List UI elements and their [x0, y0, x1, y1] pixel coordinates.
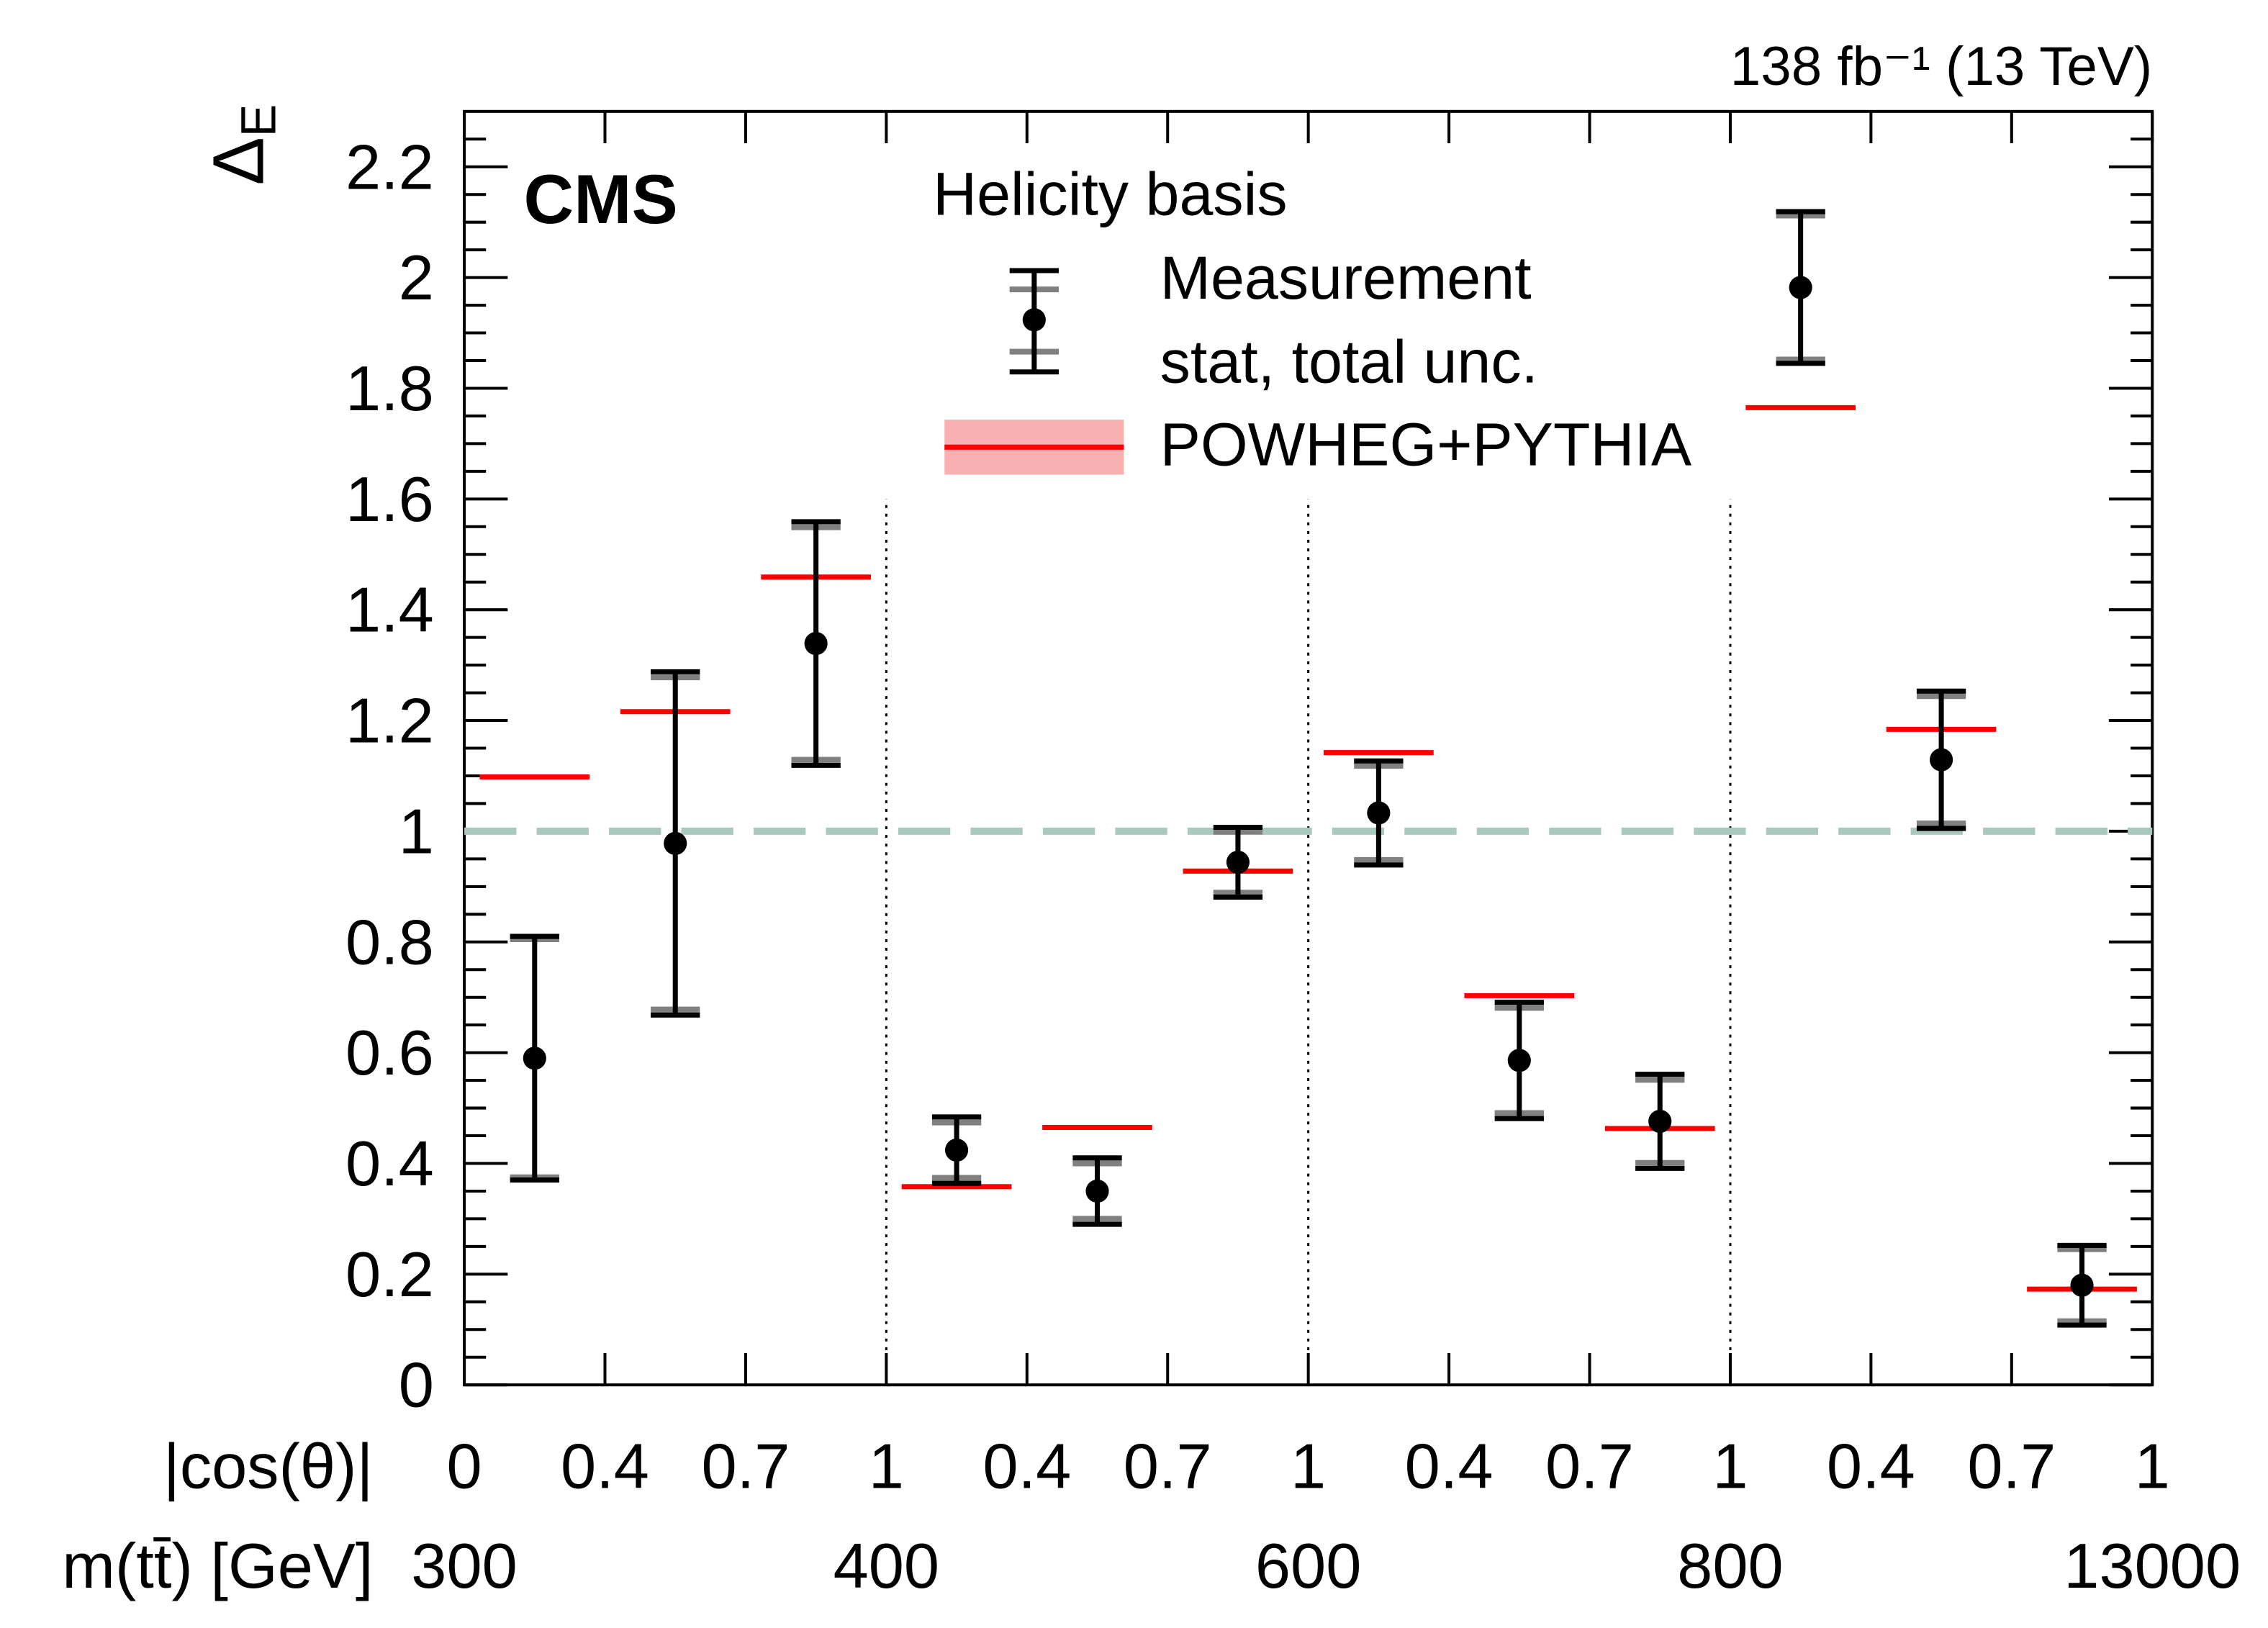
y-tick-label: 1.4: [345, 574, 434, 646]
y-tick-label: 0.2: [345, 1239, 434, 1310]
x-tick-label-mass: 13000: [2064, 1530, 2241, 1601]
legend-point: [1022, 308, 1046, 332]
x-tick-label-cos: 0.7: [1967, 1430, 2056, 1501]
y-tick-label: 1: [399, 795, 434, 867]
legend-label: Measurement: [1160, 244, 1532, 312]
x-tick-label-mass: 400: [833, 1530, 940, 1601]
measurement-point: [804, 632, 828, 656]
experiment-label: CMS: [523, 161, 677, 238]
measurement-point: [945, 1138, 969, 1162]
y-tick-label: 1.8: [345, 353, 434, 424]
y-tick-label: 1.6: [345, 463, 434, 535]
x-axis-label-cos: |cos(θ)|: [163, 1430, 374, 1501]
x-tick-label-cos: 0.7: [701, 1430, 790, 1501]
x-tick-label-cos: 0.4: [1405, 1430, 1494, 1501]
x-tick-label-cos: 0.4: [982, 1430, 1071, 1501]
y-tick-label: 2.2: [345, 131, 434, 202]
y-tick-label: 0: [399, 1349, 434, 1421]
x-tick-label-mass: 300: [411, 1530, 518, 1601]
x-tick-label-cos: 1: [1712, 1430, 1748, 1501]
measurement-point: [1085, 1179, 1109, 1203]
y-tick-label: 0.4: [345, 1128, 434, 1199]
y-tick-label: 0.6: [345, 1017, 434, 1088]
x-tick-label-cos: 1: [2135, 1430, 2170, 1501]
x-tick-label-cos: 0.4: [561, 1430, 649, 1501]
measurement-point: [664, 831, 687, 855]
legend-sublabel: stat, total unc.: [1160, 328, 1538, 396]
y-tick-label: 1.2: [345, 685, 434, 756]
x-tick-label-cos: 0.4: [1827, 1430, 1915, 1501]
x-tick-label-mass: 800: [1677, 1530, 1784, 1601]
lumi-label: 138 fb⁻¹ (13 TeV): [1730, 36, 2152, 97]
y-axis-label-sub: E: [232, 104, 286, 137]
legend-title: Helicity basis: [933, 160, 1287, 227]
legend-label: POWHEG+PYTHIA: [1160, 410, 1692, 478]
measurement-point: [1789, 276, 1812, 299]
measurement-point: [523, 1046, 546, 1070]
measurement-point: [1226, 850, 1250, 874]
x-tick-label-cos: 1: [1291, 1430, 1326, 1501]
measurement-point: [1930, 748, 1953, 772]
y-axis-label: ΔE: [199, 104, 286, 186]
measurement-point: [1648, 1109, 1672, 1134]
x-tick-label-cos: 0.7: [1545, 1430, 1634, 1501]
x-tick-label-cos: 0.7: [1124, 1430, 1212, 1501]
measurement-point: [1507, 1049, 1531, 1072]
y-tick-label: 2: [399, 242, 434, 313]
x-tick-label-cos: 0: [446, 1430, 482, 1501]
y-axis-label-main: Δ: [199, 137, 279, 185]
measurement-point: [1367, 801, 1391, 825]
measurement-point: [2070, 1273, 2094, 1297]
y-tick-label: 0.8: [345, 906, 434, 977]
x-tick-label-cos: 1: [869, 1430, 904, 1501]
x-tick-label-mass: 600: [1255, 1530, 1362, 1601]
x-axis-label-mass: m(tt̄) [GeV]: [62, 1530, 373, 1601]
